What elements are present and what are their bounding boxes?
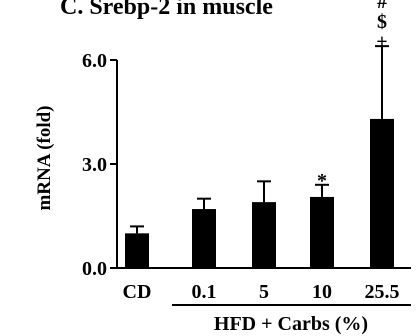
x-tick-label: 0.1: [192, 281, 217, 303]
x-tick-label: 10: [312, 281, 332, 303]
bar: [252, 202, 276, 268]
y-ticks: 0.0 3.0 6.0: [82, 50, 117, 280]
y-tick-label: 3.0: [82, 154, 107, 176]
x-tick-labels: CD 0.1 5 10 25.5: [123, 281, 400, 303]
y-axis-label: mRNA (fold): [34, 105, 55, 210]
significance-mark: $: [377, 11, 387, 33]
bar: [370, 118, 394, 268]
bars: * +$#: [125, 0, 394, 268]
significance-mark: *: [317, 170, 327, 192]
bar: [310, 196, 334, 268]
x-tick-label: 5: [259, 281, 269, 303]
significance-mark: +: [376, 31, 387, 53]
x-tick-label: 25.5: [365, 281, 400, 303]
x-tick-label: CD: [123, 281, 152, 303]
significance-mark: #: [377, 0, 387, 13]
bar: [125, 233, 149, 268]
y-tick-label: 6.0: [82, 50, 107, 72]
bar: [192, 209, 216, 268]
y-tick-label: 0.0: [82, 258, 107, 280]
x-axis-label: HFD + Carbs (%): [214, 313, 368, 335]
chart-title: C. Srebp-2 in muscle: [60, 0, 273, 20]
